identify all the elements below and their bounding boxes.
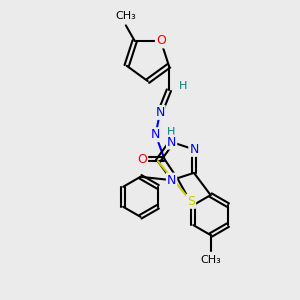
Text: N: N (189, 143, 199, 156)
Text: N: N (151, 128, 160, 141)
Text: O: O (156, 34, 166, 47)
Text: CH₃: CH₃ (200, 255, 221, 265)
Text: H: H (167, 128, 175, 137)
Text: S: S (187, 195, 195, 208)
Text: N: N (155, 106, 165, 119)
Text: O: O (137, 153, 147, 166)
Text: CH₃: CH₃ (116, 11, 136, 21)
Text: N: N (167, 174, 176, 187)
Text: N: N (167, 136, 176, 148)
Text: H: H (179, 81, 187, 91)
